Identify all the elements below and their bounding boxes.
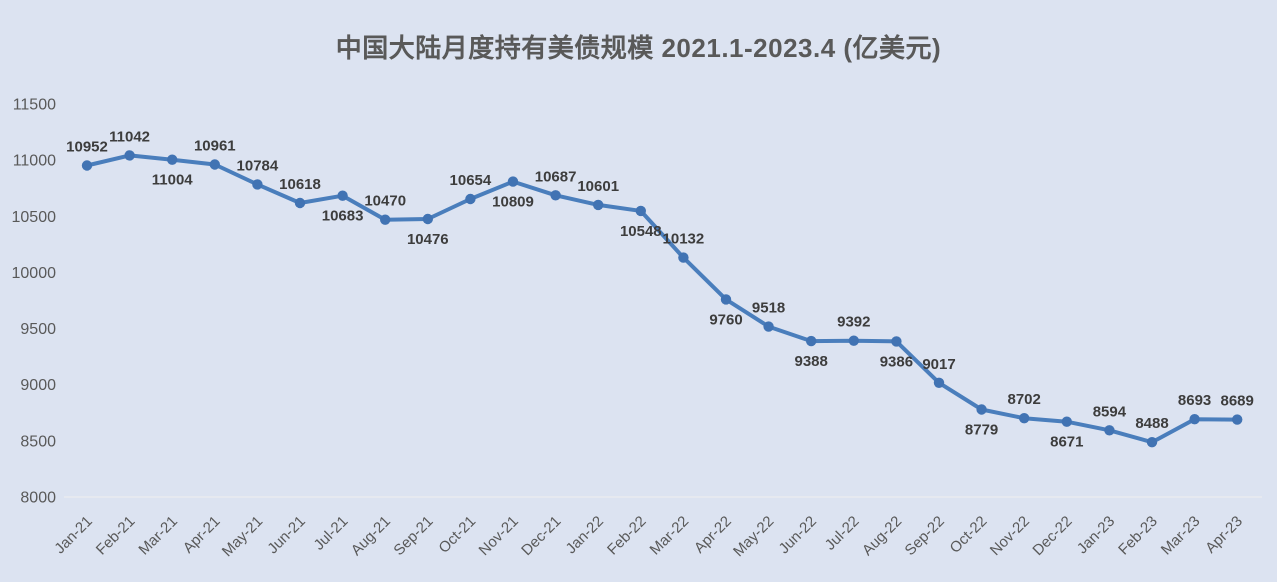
data-point-marker (593, 199, 604, 211)
data-point-label: 9392 (837, 314, 870, 331)
data-point-marker (720, 294, 732, 305)
y-axis-tick-label: 9500 (20, 321, 56, 338)
data-point-label: 8689 (1221, 393, 1254, 410)
data-point-label: 10548 (620, 223, 662, 240)
data-point-label: 11042 (109, 128, 150, 145)
data-point-marker (167, 154, 178, 165)
data-point-label: 10470 (364, 193, 406, 210)
x-axis-tick-label: Feb-21 (93, 513, 139, 559)
data-point-marker (1189, 414, 1200, 425)
series-line (85, 153, 1240, 445)
x-axis-tick-label: Mar-23 (1158, 513, 1204, 559)
data-point-marker (848, 335, 859, 346)
data-point-label: 9760 (709, 311, 742, 328)
data-point-label: 8779 (965, 422, 998, 439)
x-axis-tick-label: Jan-22 (563, 513, 607, 557)
x-axis-tick-label: Dec-21 (518, 513, 564, 559)
y-axis-tick-label: 11500 (13, 97, 56, 114)
data-point-label: 8488 (1135, 415, 1168, 432)
chart-title: 中国大陆月度持有美债规模 2021.1-2023.4 (亿美元) (335, 33, 942, 63)
x-axis-tick-label: Feb-23 (1115, 513, 1161, 559)
data-point-label: 10132 (663, 231, 705, 248)
data-point-label: 10809 (492, 194, 534, 211)
y-axis-tick-label: 11000 (13, 153, 56, 170)
data-point-marker (678, 252, 689, 263)
x-axis-tick-label: Jun-21 (264, 513, 308, 557)
data-point-marker (124, 150, 135, 161)
data-point-marker (933, 377, 945, 388)
data-point-label: 10683 (322, 208, 364, 225)
data-point-marker (891, 336, 902, 347)
x-axis-tick-label: Sep-22 (902, 513, 948, 559)
data-point-marker (337, 190, 348, 201)
x-axis-tick-label: Mar-22 (647, 513, 693, 559)
data-point-label: 8693 (1178, 392, 1211, 409)
data-point-marker (1104, 425, 1115, 436)
data-point-marker (422, 213, 433, 225)
data-point-marker (763, 321, 774, 332)
data-point-marker (1232, 414, 1243, 425)
data-point-label: 10952 (66, 139, 108, 156)
data-point-label: 10476 (407, 231, 449, 248)
x-axis-tick-label: Sep-21 (390, 513, 436, 559)
y-axis-tick-label: 10000 (12, 265, 57, 282)
data-point-label: 9518 (752, 300, 785, 317)
data-point-label: 11004 (152, 172, 194, 189)
x-axis-tick-label: Apr-22 (691, 513, 735, 557)
data-point-label: 9388 (795, 353, 828, 370)
y-axis-tick-label: 8500 (20, 433, 56, 450)
x-axis-tick-label: Jul-21 (311, 513, 352, 554)
data-point-label: 10687 (535, 168, 577, 185)
x-axis-tick-label: Jan-23 (1074, 513, 1118, 557)
data-point-marker (380, 214, 391, 225)
data-point-marker (81, 160, 93, 171)
x-axis-tick-label: Oct-22 (947, 513, 991, 557)
x-axis-tick-label: Aug-21 (348, 513, 394, 559)
x-axis-tick-label: Jun-22 (776, 513, 820, 557)
data-point-marker (294, 197, 306, 209)
data-point-marker (1061, 416, 1073, 427)
data-point-label: 9386 (880, 353, 913, 370)
data-point-marker (507, 176, 519, 187)
x-axis-tick-label: Nov-21 (476, 513, 522, 559)
data-point-marker (252, 179, 263, 190)
data-point-label: 10618 (279, 176, 321, 193)
data-point-label: 8594 (1093, 403, 1127, 420)
data-point-marker (465, 193, 476, 205)
y-axis-tick-label: 9000 (20, 377, 56, 394)
x-axis-tick-label: May-22 (730, 513, 777, 560)
x-axis-tick-label: Aug-22 (859, 513, 905, 559)
data-point-label: 10601 (577, 178, 619, 195)
data-point-marker (976, 404, 987, 415)
data-point-marker (209, 159, 220, 170)
x-axis-tick-label: Dec-22 (1029, 513, 1075, 559)
x-axis-tick-label: Nov-22 (987, 513, 1033, 559)
data-point-label: 8702 (1008, 391, 1041, 408)
data-point-marker (635, 205, 646, 217)
x-axis-tick-label: Oct-21 (435, 513, 479, 557)
data-point-marker (1146, 437, 1158, 448)
x-axis-tick-label: Jan-21 (51, 513, 95, 557)
x-axis-tick-label: Feb-22 (604, 513, 650, 559)
data-point-marker (550, 190, 561, 201)
data-point-marker (806, 335, 817, 347)
x-axis-tick-label: Apr-21 (180, 513, 224, 557)
y-axis-tick-label: 8000 (20, 490, 56, 507)
x-axis-tick-label: Mar-21 (135, 513, 181, 559)
x-axis-tick-label: May-21 (219, 513, 266, 560)
data-point-label: 9017 (922, 356, 955, 373)
data-point-label: 8671 (1050, 434, 1083, 451)
data-point-label: 10654 (450, 172, 492, 189)
x-axis-tick-label: Jul-22 (822, 513, 863, 554)
data-point-label: 10784 (237, 157, 279, 174)
data-point-marker (1018, 413, 1030, 424)
y-axis-tick-label: 10500 (12, 209, 57, 226)
data-point-label: 10961 (194, 138, 236, 155)
x-axis-tick-label: Apr-23 (1202, 513, 1246, 557)
